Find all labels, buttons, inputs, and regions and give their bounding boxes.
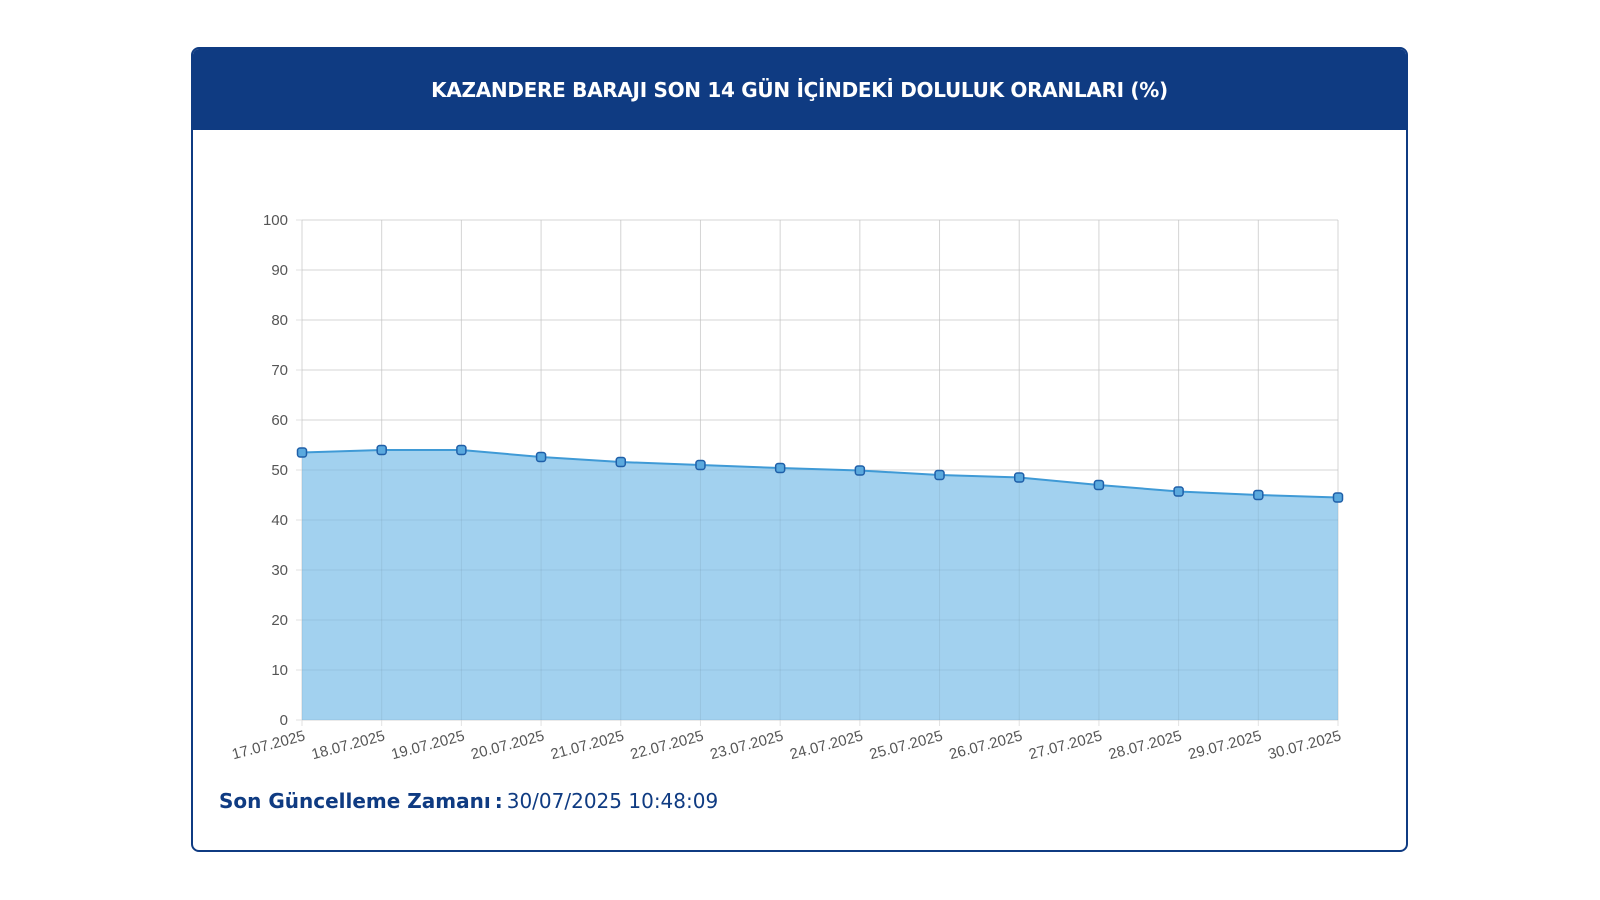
- y-tick-label: 40: [271, 512, 288, 529]
- last-update-separator: :: [494, 789, 503, 813]
- data-point: [376, 444, 387, 456]
- x-tick-label: 20.07.2025: [469, 727, 546, 763]
- data-point: [296, 447, 308, 458]
- y-tick-label: 50: [271, 462, 288, 479]
- data-point: [1253, 489, 1264, 501]
- y-tick-label: 80: [271, 312, 288, 329]
- data-point: [535, 451, 547, 463]
- chart-card: KAZANDERE BARAJI SON 14 GÜN İÇİNDEKİ DOL…: [191, 47, 1408, 852]
- data-point: [1013, 472, 1025, 483]
- data-point: [1332, 492, 1344, 503]
- chart-area: 0 10 20 30 40 50 60 70 80 90 100 17.07.2025 18.07.20…: [193, 130, 1406, 770]
- x-tick-label: 17.07.2025: [230, 727, 307, 763]
- data-point: [1093, 479, 1105, 491]
- y-tick-label: 30: [271, 562, 288, 579]
- x-tick-label: 29.07.2025: [1186, 727, 1263, 763]
- x-tick-label: 22.07.2025: [629, 727, 706, 763]
- x-tick-label: 19.07.2025: [390, 727, 467, 763]
- card-header: KAZANDERE BARAJI SON 14 GÜN İÇİNDEKİ DOL…: [193, 49, 1406, 130]
- y-tick-label: 90: [271, 262, 288, 279]
- y-tick-label: 100: [263, 212, 288, 229]
- x-tick-label: 25.07.2025: [868, 727, 945, 763]
- x-tick-label: 18.07.2025: [310, 727, 387, 763]
- data-point: [934, 469, 945, 481]
- x-tick-label: 26.07.2025: [947, 727, 1024, 763]
- data-point: [854, 465, 866, 476]
- y-tick-label: 10: [271, 662, 288, 679]
- x-tick-label: 21.07.2025: [549, 727, 626, 763]
- data-point: [615, 456, 627, 468]
- last-update-label: Son Güncelleme Zamanı: [219, 789, 491, 813]
- x-tick-label: 27.07.2025: [1027, 727, 1104, 763]
- last-update: Son Güncelleme Zamanı:30/07/2025 10:48:0…: [219, 789, 718, 813]
- data-point: [695, 459, 706, 471]
- last-update-value: 30/07/2025 10:48:09: [506, 789, 719, 813]
- data-point: [774, 462, 786, 474]
- series-area: [302, 450, 1338, 720]
- data-point: [1173, 486, 1184, 497]
- y-tick-label: 60: [271, 412, 288, 429]
- y-tick-label: 20: [271, 612, 288, 629]
- x-tick-label: 30.07.2025: [1266, 727, 1343, 763]
- x-tick-label: 28.07.2025: [1107, 727, 1184, 763]
- data-point: [456, 444, 467, 456]
- x-tick-label: 23.07.2025: [708, 727, 785, 763]
- x-tick-label: 24.07.2025: [788, 727, 865, 763]
- chart-svg: 0 10 20 30 40 50 60 70 80 90 100 17.07.2025 18.07.20…: [230, 212, 1344, 763]
- chart-title: KAZANDERE BARAJI SON 14 GÜN İÇİNDEKİ DOL…: [431, 77, 1168, 102]
- y-tick-label: 70: [271, 362, 288, 379]
- y-tick-label: 0: [280, 712, 288, 729]
- series-line: [301, 449, 1339, 499]
